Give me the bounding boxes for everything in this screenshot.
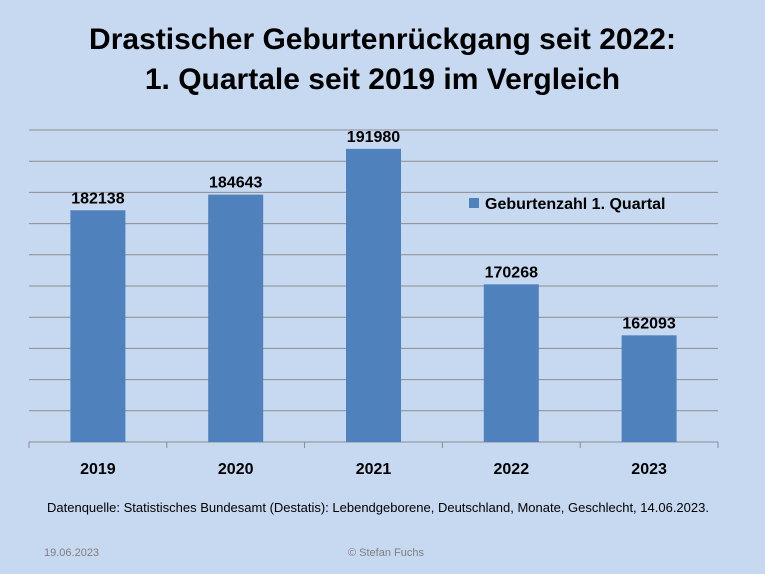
data-label-2020: 184643 xyxy=(209,175,262,192)
chart-title: Drastischer Geburtenrückgang seit 2022: xyxy=(89,23,676,56)
x-tick-2019: 2019 xyxy=(80,461,116,478)
legend-label: Geburtenzahl 1. Quartal xyxy=(485,196,665,213)
bar-2022 xyxy=(483,284,539,442)
bar-2019 xyxy=(70,210,126,442)
x-tick-2023: 2023 xyxy=(631,461,667,478)
x-tick-2022: 2022 xyxy=(494,461,530,478)
bar-2021 xyxy=(346,148,401,443)
data-label-2019: 182138 xyxy=(71,190,124,207)
x-tick-2020: 2020 xyxy=(218,461,254,478)
source-note: Datenquelle: Statistisches Bundesamt (De… xyxy=(47,500,709,515)
data-label-2022: 170268 xyxy=(485,264,538,281)
x-tick-2021: 2021 xyxy=(356,461,392,478)
footer-date: 19.06.2023 xyxy=(44,547,100,559)
x-axis-ticks: 2019 2020 2021 2022 2023 xyxy=(28,442,719,478)
bar-2023 xyxy=(621,335,677,442)
legend-swatch xyxy=(469,198,479,208)
bar-2020 xyxy=(208,194,264,442)
data-label-2021: 191980 xyxy=(347,129,400,146)
data-label-2023: 162093 xyxy=(622,315,675,332)
footer-copyright: © Stefan Fuchs xyxy=(348,547,424,559)
bars: 182138 184643 191980 170268 162093 xyxy=(70,129,677,443)
chart-subtitle: 1. Quartale seit 2019 im Vergleich xyxy=(144,63,621,96)
legend: Geburtenzahl 1. Quartal xyxy=(469,196,665,213)
